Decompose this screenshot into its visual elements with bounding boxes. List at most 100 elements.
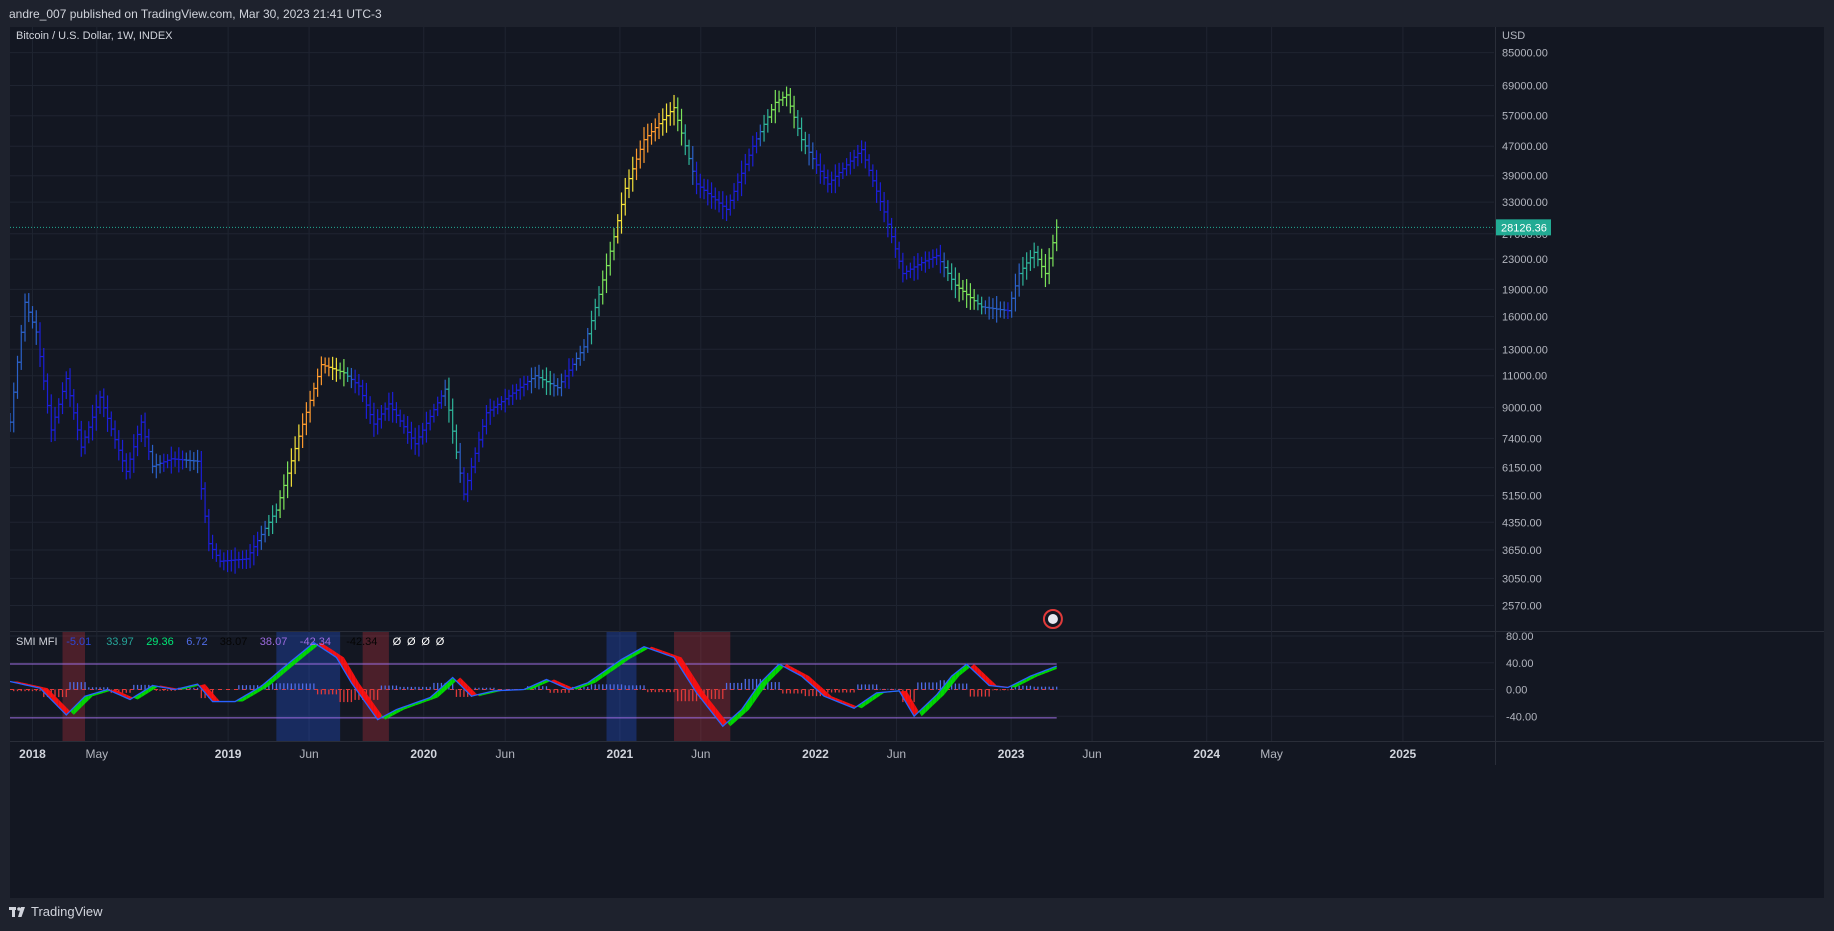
time-tick-label: Jun	[496, 747, 515, 761]
price-bar	[1054, 219, 1060, 252]
price-bar	[438, 390, 444, 409]
price-bar	[123, 453, 129, 480]
price-bar	[660, 108, 666, 136]
chart-canvas[interactable]: 85000.00 69000.00 57000.00 47000.00 39000.00…	[7, 27, 1824, 898]
price-bar	[694, 161, 700, 195]
price-tick-label: 3050.00	[1502, 573, 1542, 585]
time-tick-label: 2021	[607, 747, 634, 761]
price-bar	[150, 444, 156, 474]
ribbon-segment	[340, 654, 344, 671]
price-bar	[877, 182, 883, 211]
price-bar	[720, 191, 726, 220]
ribbon-segment	[1019, 679, 1023, 686]
ribbon-segment	[756, 682, 761, 699]
price-bar	[874, 169, 880, 203]
price-bar	[979, 296, 985, 315]
footer	[0, 898, 1834, 931]
price-bar	[277, 490, 283, 519]
ribbon-segment	[722, 716, 727, 727]
price-bar	[1050, 234, 1056, 267]
time-tick-label: May	[85, 747, 108, 761]
price-bar	[1009, 291, 1015, 318]
price-bar	[375, 409, 381, 435]
price-tick-label: 19000.00	[1502, 284, 1548, 296]
ribbon-segment	[865, 697, 870, 706]
price-bar	[476, 431, 482, 463]
time-axis-divider	[10, 741, 1824, 742]
ribbon-segment	[253, 688, 258, 695]
price-tick-label: 9000.00	[1502, 402, 1542, 414]
ribbon-segment	[246, 692, 251, 700]
ribbon-segment	[790, 666, 795, 673]
ribbon-segment	[940, 685, 945, 699]
price-bar	[656, 112, 662, 140]
ribbon-segment	[734, 712, 738, 723]
time-tick-label: 2022	[802, 747, 829, 761]
price-bar	[408, 421, 414, 450]
price-bar	[356, 373, 362, 396]
ribbon-segment	[332, 650, 337, 658]
ribbon-segment	[463, 681, 468, 693]
price-bar	[573, 352, 579, 371]
ribbon-segment	[835, 697, 840, 703]
price-bar	[446, 377, 452, 423]
price-bar	[30, 306, 36, 329]
price-bar	[866, 154, 872, 177]
ribbon-segment	[801, 672, 806, 680]
ribbon-segment	[565, 684, 569, 690]
price-bar	[581, 339, 587, 361]
publish-info: andre_007 published on TradingView.com, …	[9, 7, 382, 21]
price-bar	[956, 272, 962, 302]
price-bar	[457, 442, 463, 483]
last-price-tag	[1496, 219, 1551, 236]
ribbon-segment	[749, 693, 753, 710]
price-bar	[588, 310, 594, 345]
price-bar	[637, 140, 643, 169]
price-bar	[825, 169, 831, 193]
price-bar	[686, 139, 692, 165]
price-bar	[393, 402, 399, 424]
price-bar	[495, 397, 501, 415]
price-bar	[645, 123, 651, 153]
chart-area[interactable]: 85000.00 69000.00 57000.00 47000.00 39000.00…	[7, 27, 1824, 898]
price-tick-label: 5150.00	[1502, 491, 1542, 503]
ribbon-segment	[711, 702, 716, 717]
osc-tick-label: -40.00	[1506, 711, 1537, 723]
ribbon-segment	[47, 688, 52, 700]
price-bar	[649, 123, 655, 145]
price-bar	[480, 419, 486, 448]
price-bar	[213, 543, 219, 562]
price-bar	[847, 151, 853, 175]
price-bar	[386, 392, 392, 422]
time-tick-label: May	[1260, 747, 1283, 761]
ribbon-segment	[542, 679, 547, 685]
price-bar	[416, 425, 422, 457]
time-tick-label: 2018	[19, 747, 46, 761]
price-bar	[761, 114, 767, 142]
price-bar	[862, 141, 868, 169]
price-bar	[675, 97, 681, 132]
ribbon-segment	[265, 679, 269, 689]
price-bar	[907, 262, 913, 279]
price-bar	[315, 368, 321, 397]
brand[interactable]: TradingView	[9, 904, 103, 919]
price-bar	[1020, 256, 1026, 286]
osc-tick-label: 0.00	[1506, 685, 1527, 697]
ribbon-segment	[962, 664, 967, 674]
price-bar	[881, 191, 887, 223]
ribbon-segment	[313, 642, 318, 649]
ribbon-segment	[677, 656, 682, 670]
osc-legend-value: 38.07	[220, 636, 248, 648]
price-bar	[739, 160, 745, 197]
ribbon-segment	[257, 686, 262, 693]
ribbon-segment	[145, 687, 149, 695]
price-bar	[266, 514, 272, 537]
price-bar	[506, 389, 512, 406]
ribbon-segment	[876, 692, 881, 698]
price-bar	[1031, 242, 1037, 269]
price-bar	[757, 124, 763, 147]
price-bar	[198, 450, 204, 500]
price-bar	[712, 187, 718, 210]
price-bar	[513, 383, 519, 400]
